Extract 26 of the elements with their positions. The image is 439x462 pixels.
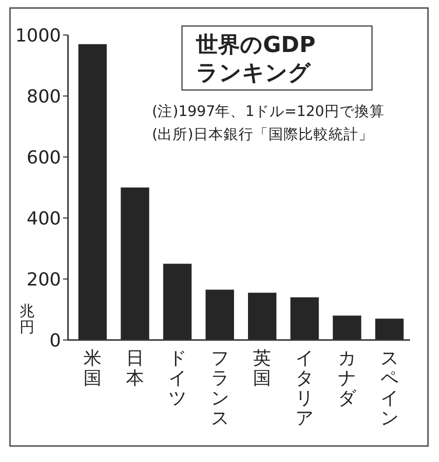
- y-axis-title: 兆円: [20, 302, 34, 336]
- y-tick-label: 800: [26, 86, 61, 108]
- bar: [206, 290, 234, 340]
- bar: [78, 44, 107, 340]
- y-tick-label: 400: [26, 208, 61, 230]
- annotation: (出所)日本銀行「国際比較統計」: [152, 126, 374, 143]
- bar: [163, 264, 192, 340]
- x-tick-label: 日本: [126, 348, 144, 389]
- y-tick-label: 200: [26, 269, 61, 290]
- x-tick-label: ドイツ: [168, 348, 186, 409]
- y-tick-label: 0: [50, 330, 61, 352]
- bar: [375, 318, 404, 340]
- y-tick-label: 1000: [15, 25, 61, 46]
- bar: [248, 292, 276, 340]
- bar: [332, 316, 362, 340]
- x-tick-label: スペイン: [380, 348, 398, 429]
- bar: [120, 188, 150, 340]
- y-tick-label: 600: [26, 147, 61, 168]
- x-tick-label: イタリア: [296, 348, 314, 429]
- text: 世界のGDP ランキング: [195, 33, 316, 86]
- x-tick-label: 米国: [84, 348, 102, 389]
- x-tick-label: フランス: [210, 348, 229, 429]
- x-tick-label: 英国: [253, 348, 272, 389]
- annotation: (注)1997年、1ドル=120円で換算: [152, 103, 384, 120]
- x-tick-label: カナダ: [338, 348, 358, 409]
- bar: [290, 297, 319, 340]
